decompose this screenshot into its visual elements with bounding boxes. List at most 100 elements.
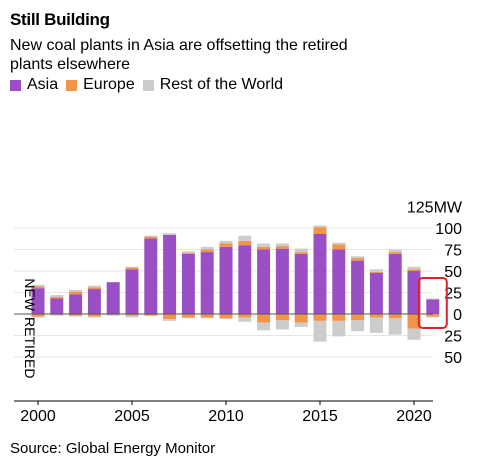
bar-new-rest-of-the-world-2003 [87, 285, 101, 288]
bar-new-asia-2006 [144, 238, 158, 314]
bar-retired-europe-2009 [200, 314, 214, 318]
bar-new-asia-2019 [388, 253, 402, 314]
bar-new-asia-2010 [219, 246, 233, 314]
y-tick-label: 50 [444, 350, 462, 367]
bar-new-rest-of-the-world-2001 [50, 295, 64, 297]
source-note: Source: Global Energy Monitor [10, 440, 216, 457]
x-axis-ticks: 2000 2005 2010 2015 2020 [20, 401, 432, 425]
bar-new-rest-of-the-world-2019 [388, 249, 402, 253]
bar-new-europe-2008 [181, 252, 195, 254]
y-tick-label: 75 [444, 243, 462, 260]
bar-retired-rest-of-the-world-2016 [332, 320, 346, 337]
y-tick-label: 100 [435, 221, 462, 238]
bar-new-rest-of-the-world-2010 [219, 240, 233, 244]
bar-retired-europe-2002 [69, 314, 83, 316]
y-axis-unit-label: 125MW [407, 200, 463, 217]
bar-retired-europe-2011 [238, 314, 252, 318]
bar-new-rest-of-the-world-2017 [351, 256, 365, 259]
bar-retired-rest-of-the-world-2020 [407, 328, 421, 340]
y-tick-label: 0 [453, 307, 462, 324]
x-tick-label: 2000 [20, 408, 56, 425]
bar-retired-rest-of-the-world-2002 [69, 315, 83, 317]
bar-retired-europe-2021 [426, 314, 440, 317]
chart-subtitle: New coal plants in Asia are offsetting t… [10, 37, 348, 73]
bar-retired-europe-2018 [369, 314, 383, 318]
bar-retired-rest-of-the-world-2008 [181, 317, 195, 319]
bar-retired-rest-of-the-world-2004 [106, 314, 120, 316]
bar-new-asia-2009 [200, 252, 214, 314]
bar-new-europe-2020 [407, 269, 421, 271]
bar-retired-europe-2017 [351, 314, 365, 321]
bar-retired-rest-of-the-world-2007 [163, 319, 177, 321]
bar-new-europe-2006 [144, 236, 158, 239]
bar-new-asia-2011 [238, 245, 252, 314]
bar-retired-europe-2006 [144, 314, 158, 316]
bar-new-rest-of-the-world-2014 [294, 248, 308, 253]
bar-retired-europe-2010 [219, 314, 233, 319]
bar-retired-rest-of-the-world-2018 [369, 317, 383, 333]
bar-new-europe-2015 [313, 227, 327, 235]
y-tick-label: 25 [444, 329, 462, 346]
legend-swatch-asia [10, 79, 21, 91]
bar-new-rest-of-the-world-2009 [200, 246, 214, 250]
bar-retired-europe-2020 [407, 314, 421, 329]
bar-new-rest-of-the-world-2011 [238, 235, 252, 241]
legend-item-asia: Asia [10, 76, 58, 94]
bar-retired-europe-2005 [125, 314, 139, 316]
retired-label: RETIRED [22, 317, 38, 378]
bar-new-rest-of-the-world-2002 [69, 289, 83, 292]
bar-new-rest-of-the-world-2007 [163, 233, 177, 235]
bar-retired-rest-of-the-world-2001 [50, 314, 64, 316]
bar-new-asia-2004 [106, 282, 120, 314]
bar-new-rest-of-the-world-2013 [275, 243, 289, 247]
bar-new-asia-2005 [125, 269, 139, 314]
bar-new-asia-2008 [181, 253, 195, 314]
bar-new-europe-2011 [238, 240, 252, 246]
x-tick-label: 2005 [114, 408, 150, 425]
bars [31, 225, 440, 342]
bar-new-europe-2003 [87, 287, 101, 290]
bar-new-europe-2014 [294, 252, 308, 254]
x-tick-label: 2020 [396, 408, 432, 425]
bar-new-asia-2000 [31, 288, 45, 314]
bar-new-rest-of-the-world-2015 [313, 225, 327, 228]
bar-retired-rest-of-the-world-2012 [257, 322, 271, 331]
bar-retired-rest-of-the-world-2015 [313, 320, 327, 342]
bar-retired-europe-2016 [332, 314, 346, 321]
bar-new-europe-2010 [219, 243, 233, 247]
bar-retired-rest-of-the-world-2021 [426, 316, 440, 318]
bar-new-rest-of-the-world-2020 [407, 266, 421, 270]
legend-label-rest: Rest of the World [159, 76, 284, 93]
bar-retired-rest-of-the-world-2011 [238, 317, 252, 322]
bar-new-asia-2021 [426, 299, 440, 314]
bar-new-asia-2001 [50, 298, 64, 314]
bar-retired-rest-of-the-world-2009 [200, 317, 214, 319]
bar-retired-rest-of-the-world-2013 [275, 320, 289, 330]
bar-new-rest-of-the-world-2006 [144, 235, 158, 237]
bar-new-asia-2013 [275, 248, 289, 314]
bar-retired-rest-of-the-world-2017 [351, 320, 365, 332]
bar-retired-europe-2007 [163, 314, 177, 320]
bar-retired-europe-2012 [257, 314, 271, 323]
bar-new-asia-2003 [87, 289, 101, 314]
bar-retired-rest-of-the-world-2003 [87, 316, 101, 318]
chart-title: Still Building [10, 10, 110, 29]
bar-new-asia-2016 [332, 249, 346, 314]
highlight-box-2021 [417, 277, 448, 329]
bar-new-asia-2015 [313, 234, 327, 314]
bar-new-rest-of-the-world-2005 [125, 266, 139, 268]
legend-item-rest: Rest of the World [142, 76, 284, 94]
bar-new-europe-2000 [31, 286, 45, 289]
bar-retired-europe-2003 [87, 314, 101, 317]
bar-new-europe-2012 [257, 246, 271, 250]
legend-swatch-europe [66, 79, 78, 91]
bar-retired-europe-2014 [294, 314, 308, 323]
bar-new-europe-2005 [125, 267, 139, 270]
bar-retired-rest-of-the-world-2010 [219, 318, 233, 320]
bar-new-asia-2012 [257, 249, 271, 314]
bar-new-europe-2001 [50, 296, 64, 299]
bar-new-rest-of-the-world-2012 [257, 243, 271, 247]
bar-new-europe-2002 [69, 291, 83, 295]
x-tick-label: 2010 [208, 408, 244, 425]
